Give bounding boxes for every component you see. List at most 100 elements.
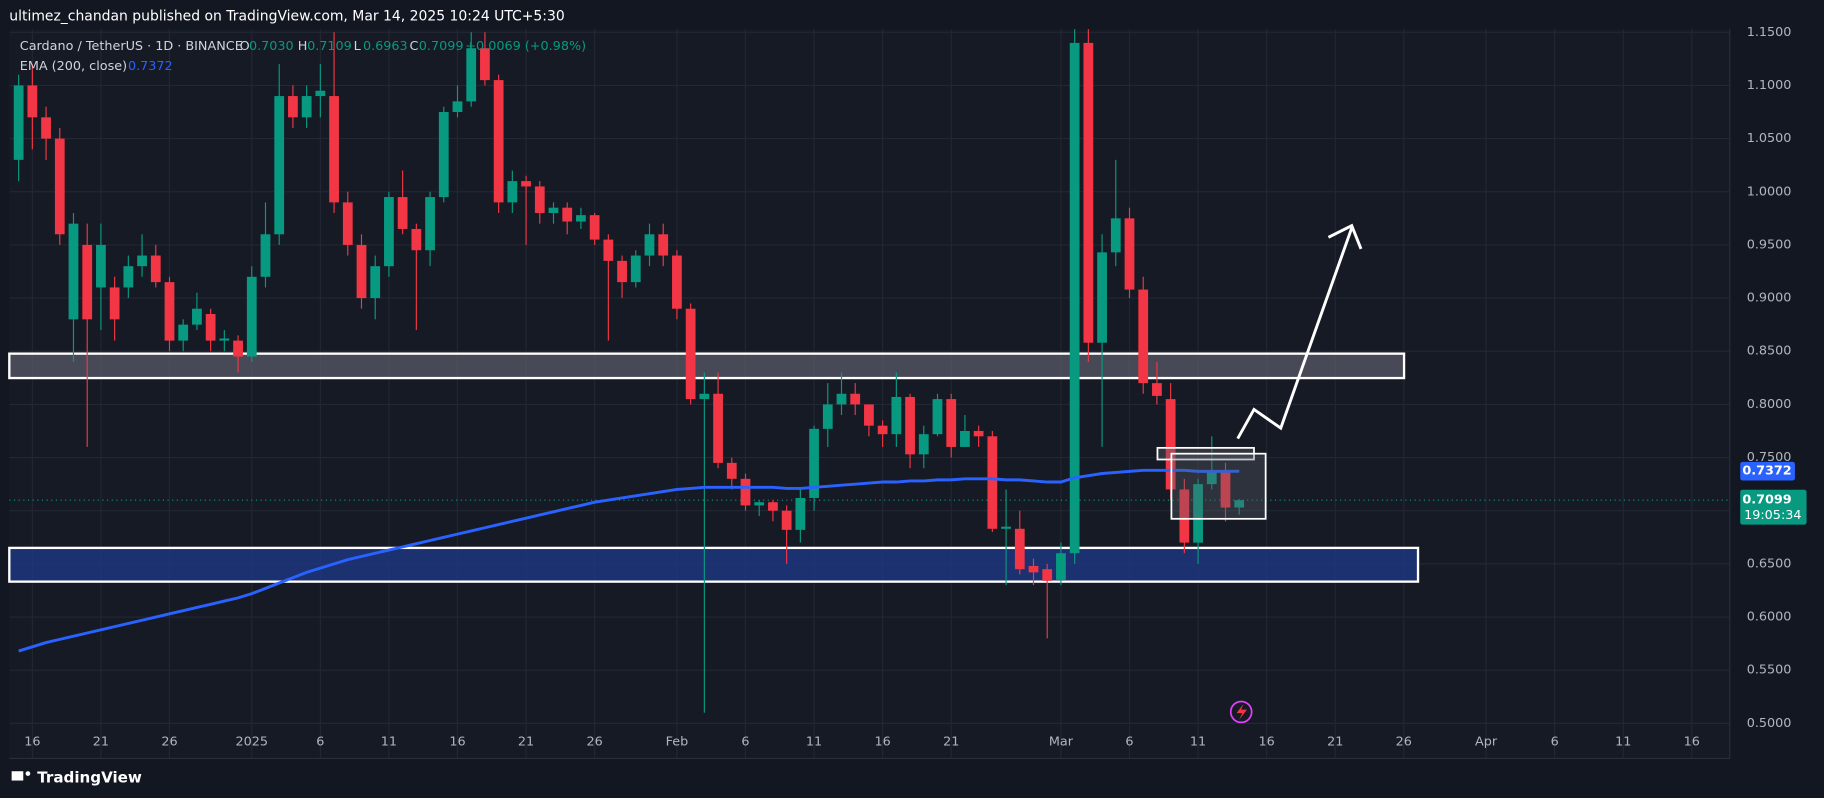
y-tick-label: 0.6500 bbox=[1747, 556, 1792, 571]
candle-body bbox=[1193, 484, 1203, 543]
candle-body bbox=[864, 404, 874, 426]
x-tick-label: 11 bbox=[1190, 735, 1206, 750]
candle-body bbox=[411, 228, 422, 251]
candle-body bbox=[822, 404, 833, 429]
brand: TradingView bbox=[37, 769, 142, 787]
x-tick-label: 6 bbox=[1551, 735, 1559, 750]
x-tick-label: 11 bbox=[381, 735, 397, 750]
ohlc-key: L bbox=[354, 39, 362, 54]
candle-body bbox=[288, 96, 298, 118]
x-tick-label: Feb bbox=[666, 735, 689, 750]
candle-body bbox=[342, 202, 353, 245]
candle-body bbox=[809, 428, 819, 498]
candle-body bbox=[301, 96, 312, 118]
candle-body bbox=[891, 396, 902, 435]
ohlc-value: 0.7109 bbox=[307, 39, 352, 54]
candle-body bbox=[233, 340, 243, 357]
candle-body bbox=[1069, 42, 1080, 554]
candle-body bbox=[960, 430, 970, 447]
last-price-label: 0.7099 bbox=[1742, 493, 1791, 508]
candle-body bbox=[1042, 569, 1053, 581]
candle-body bbox=[1097, 252, 1107, 343]
candle-body bbox=[918, 434, 929, 455]
candle-body bbox=[1165, 399, 1176, 490]
candle-body bbox=[1083, 42, 1094, 343]
candle-body bbox=[123, 266, 134, 288]
y-tick-label: 1.0000 bbox=[1747, 184, 1792, 199]
ohlc-change: +0.0069 (+0.98%) bbox=[465, 39, 586, 54]
ema-line bbox=[18, 468, 1240, 653]
candle-body bbox=[850, 393, 861, 405]
candle-body bbox=[726, 462, 737, 479]
candle-body bbox=[562, 207, 573, 222]
candle-body bbox=[452, 101, 463, 113]
x-tick-label: 16 bbox=[1684, 735, 1700, 750]
candle-body bbox=[1056, 553, 1066, 580]
ema-legend: EMA (200, close) bbox=[20, 59, 127, 74]
candle-body bbox=[1138, 289, 1149, 384]
candle-body bbox=[836, 393, 847, 405]
ema-legend-value: 0.7372 bbox=[128, 59, 173, 74]
candle-body bbox=[617, 260, 627, 283]
candle-body bbox=[274, 96, 285, 235]
x-tick-label: 21 bbox=[943, 735, 959, 750]
candle-body bbox=[356, 244, 367, 299]
candle-body bbox=[987, 436, 998, 529]
candle-body bbox=[493, 80, 504, 203]
x-tick-label: 21 bbox=[93, 735, 109, 750]
x-tick-label: 26 bbox=[161, 735, 177, 750]
y-tick-label: 1.1000 bbox=[1747, 78, 1792, 93]
candle-body bbox=[713, 393, 723, 463]
publisher: ultimez_chandan published on TradingView… bbox=[9, 8, 564, 24]
candle-body bbox=[96, 244, 106, 288]
x-tick-label: Apr bbox=[1475, 735, 1498, 750]
countdown: 19:05:34 bbox=[1744, 508, 1801, 523]
candle-body bbox=[13, 85, 24, 160]
candle-body bbox=[630, 255, 641, 283]
ohlc-value: 0.7030 bbox=[249, 39, 294, 54]
candle-body bbox=[246, 276, 257, 357]
candle-body bbox=[644, 234, 655, 256]
candle-body bbox=[1152, 383, 1162, 396]
x-tick-label: 11 bbox=[806, 735, 822, 750]
candle-body bbox=[1001, 526, 1011, 529]
candle-body bbox=[548, 207, 559, 214]
x-tick-label: 2025 bbox=[236, 735, 269, 750]
candle-body bbox=[946, 399, 957, 447]
symbol-title: Cardano / TetherUS · 1D · BINANCE bbox=[20, 39, 243, 54]
candle-body bbox=[41, 117, 51, 139]
candle-body bbox=[534, 186, 545, 214]
ohlc-key: O bbox=[240, 39, 250, 54]
candle-body bbox=[685, 308, 696, 400]
x-tick-label: 6 bbox=[316, 735, 324, 750]
candle-body bbox=[754, 502, 765, 506]
last-price-tag bbox=[1740, 489, 1807, 525]
candle-body bbox=[150, 255, 161, 283]
brand-logo bbox=[11, 771, 31, 781]
ohlc-key: H bbox=[298, 39, 308, 54]
y-tick-label: 0.5000 bbox=[1747, 716, 1792, 731]
ohlc-key: C bbox=[409, 39, 418, 54]
candle-body bbox=[576, 215, 586, 222]
x-tick-label: 11 bbox=[1615, 735, 1631, 750]
candle-body bbox=[397, 197, 408, 229]
x-tick-label: 6 bbox=[1125, 735, 1133, 750]
candle-body bbox=[1028, 566, 1039, 573]
resistance-zone bbox=[8, 352, 1406, 380]
candle-body bbox=[905, 396, 915, 455]
plot-area bbox=[9, 29, 1730, 759]
ohlc-value: 0.6963 bbox=[363, 39, 408, 54]
candle-body bbox=[795, 497, 806, 530]
candle-body bbox=[192, 308, 202, 325]
y-tick-label: 0.7500 bbox=[1747, 450, 1792, 465]
candle-body bbox=[178, 324, 189, 341]
candle-body bbox=[699, 393, 710, 400]
arrow-head bbox=[1327, 223, 1363, 250]
candle-body bbox=[68, 223, 79, 320]
candle-body bbox=[329, 96, 339, 203]
candle-body bbox=[384, 197, 394, 267]
candle-body bbox=[589, 215, 600, 240]
y-tick-label: 0.8000 bbox=[1747, 397, 1792, 412]
candle-body bbox=[315, 90, 326, 97]
alert-icon[interactable] bbox=[1229, 700, 1253, 724]
